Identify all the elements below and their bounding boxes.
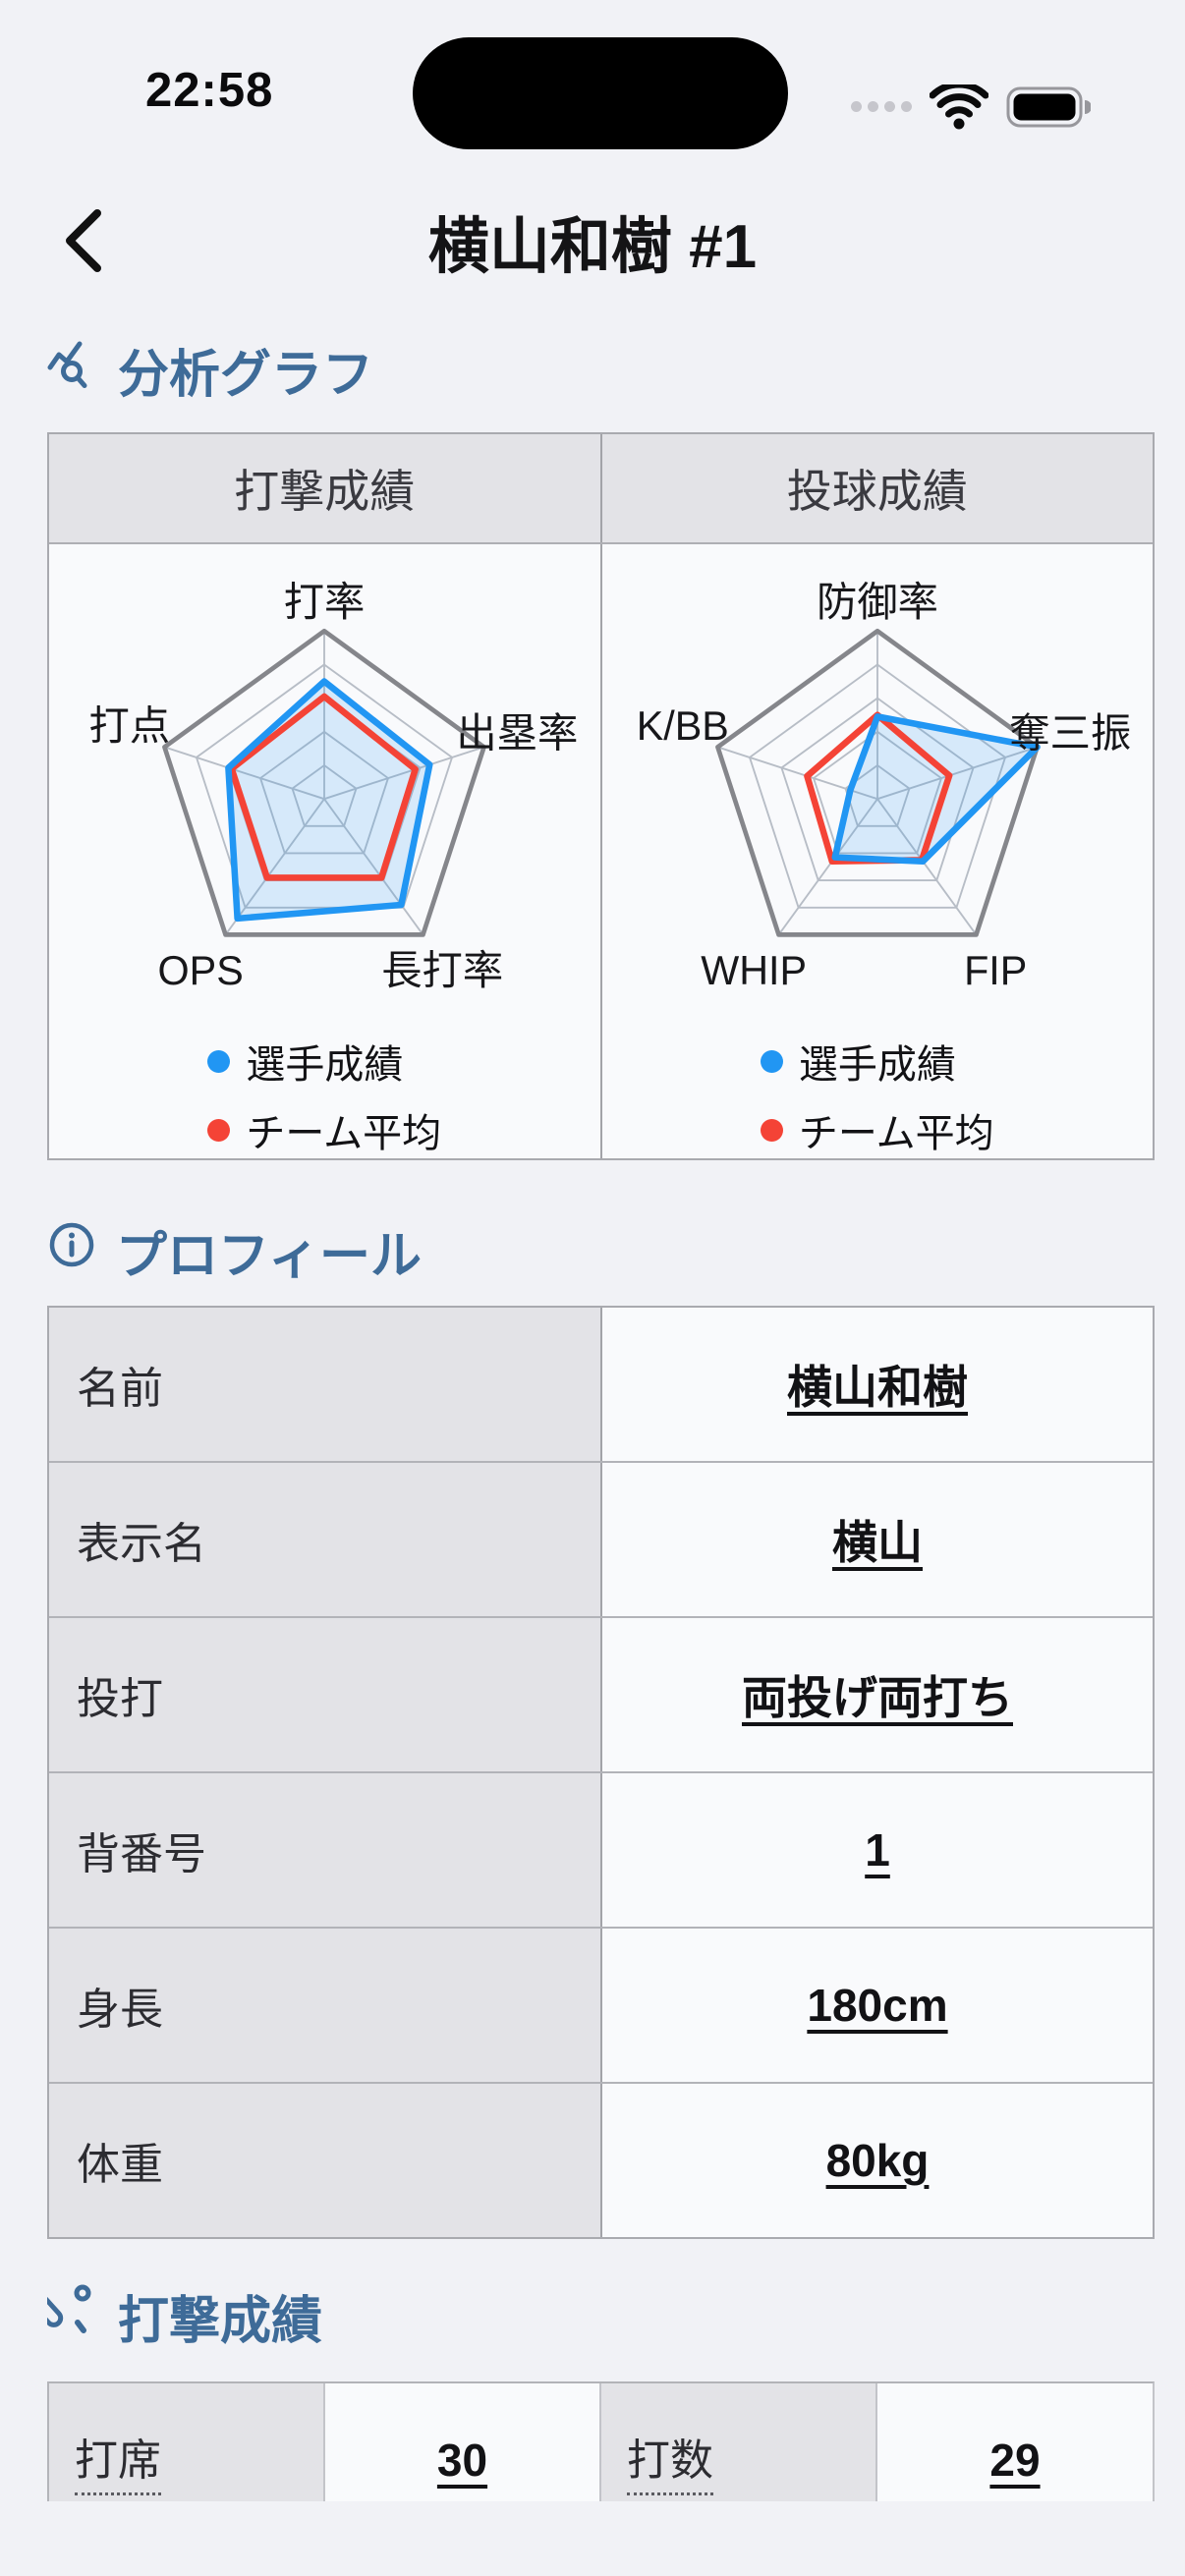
section-heading-profile: プロフィール [47,1219,1185,1285]
profile-value-cell: 80kg [602,2084,1153,2237]
profile-value-link[interactable]: 180cm [807,1980,948,2031]
stat-label-cell: 打数 [601,2383,877,2501]
profile-label: 名前 [49,1308,602,1461]
radar-axis-label: OPS [158,948,244,993]
table-row: 投打 両投げ両打ち [49,1616,1153,1771]
legend-item-player: 選手成績 [207,1033,403,1090]
radar-axis-label: WHIP [701,948,807,993]
section-heading-label: 打撃成績 [118,2292,323,2350]
info-icon [47,1220,96,1282]
stat-label-tooltip[interactable]: 打席 [75,2425,161,2495]
profile-table: 名前 横山和樹 表示名 横山 投打 両投げ両打ち 背番号 1 身長 180cm … [47,1306,1155,2239]
profile-value-link[interactable]: 80kg [825,2135,930,2186]
profile-value-link[interactable]: 横山和樹 [787,1362,968,1413]
dynamic-island [413,37,788,149]
stat-value-link[interactable]: 30 [436,2435,488,2486]
stat-label-tooltip[interactable]: 打数 [627,2425,713,2495]
batting-stats-table: 打席 30 打数 29 [47,2381,1155,2501]
section-heading-batting: 打撃成績 [30,2282,1185,2350]
profile-value-link[interactable]: 横山 [832,1517,923,1568]
status-icons [851,81,1092,135]
table-row: 身長 180cm [49,1927,1153,2082]
status-time: 22:58 [145,64,274,117]
legend-label-team: チーム平均 [246,1112,442,1155]
analysis-table-header: 打撃成績 投球成績 [49,434,1153,544]
analysis-table-body: 打率出塁率長打率 OPS 打点 選手成績 チーム平均 防御率奪三振 FIP WHIP K/… [49,544,1153,1158]
chevron-left-icon [61,209,106,277]
query-stats-icon [47,338,98,402]
profile-value-cell: 横山 [602,1463,1153,1616]
table-row: 背番号 1 [49,1771,1153,1927]
legend-dot-team [207,1118,231,1142]
profile-value-link[interactable]: 両投げ両打ち [742,1672,1013,1723]
stat-value-cell: 29 [877,2383,1153,2501]
nav-header: 横山和樹 #1 [0,157,1185,324]
battery-icon [1006,86,1092,133]
panel-header-pitching: 投球成績 [599,434,1153,542]
table-row: 打席 30 打数 29 [49,2383,1153,2501]
section-heading-label: 分析グラフ [118,346,374,404]
profile-label: 表示名 [49,1463,602,1616]
stat-value-link[interactable]: 29 [989,2435,1041,2486]
profile-value-cell: 1 [602,1773,1153,1927]
baseball-bat-icon [30,2282,98,2350]
profile-value-cell: 横山和樹 [602,1308,1153,1461]
legend-label-player: 選手成績 [798,1043,956,1087]
back-button[interactable] [61,207,106,274]
profile-value-cell: 180cm [602,1929,1153,2082]
profile-value-link[interactable]: 1 [865,1824,890,1876]
legend-dot-team [760,1118,783,1142]
radar-axis-label: 奪三振 [1009,710,1131,756]
profile-label: 投打 [49,1618,602,1771]
radar-axis-label: 打点 [89,703,171,749]
batting-chart-cell: 打率出塁率長打率 OPS 打点 選手成績 チーム平均 [49,544,600,1158]
table-row: 表示名 横山 [49,1461,1153,1616]
legend-label-player: 選手成績 [246,1043,404,1087]
profile-label: 体重 [49,2084,602,2237]
section-heading-analysis: 分析グラフ [47,338,1185,404]
legend-dot-player [760,1049,783,1073]
pitching-chart-legend: 選手成績 チーム平均 [760,1033,994,1158]
pitching-chart-cell: 防御率奪三振 FIP WHIP K/BB 選手成績 チーム平均 [599,544,1154,1158]
radar-axis-label: FIP [964,948,1027,993]
panel-header-batting: 打撃成績 [49,434,600,542]
legend-dot-player [207,1049,231,1073]
radar-axis-label: 長打率 [382,948,504,993]
profile-value-cell: 両投げ両打ち [602,1618,1153,1771]
profile-label: 身長 [49,1929,602,2082]
legend-item-team: チーム平均 [760,1101,994,1158]
batting-chart-legend: 選手成績 チーム平均 [207,1033,441,1158]
page-title: 横山和樹 #1 [427,213,758,281]
section-heading-label: プロフィール [116,1227,422,1285]
legend-item-team: チーム平均 [207,1101,441,1158]
analysis-table: 打撃成績 投球成績 打率出塁率長打率 OPS 打点 選手成績 チーム平均 防御率奪三… [47,432,1155,1160]
radar-axis-label: K/BB [636,703,728,749]
stat-value-cell: 30 [325,2383,601,2501]
table-row: 名前 横山和樹 [49,1308,1153,1461]
legend-label-team: チーム平均 [798,1112,994,1155]
stat-label-cell: 打席 [49,2383,325,2501]
radar-axis-label: 防御率 [817,580,938,625]
radar-axis-label: 出塁率 [457,710,579,756]
profile-label: 背番号 [49,1773,602,1927]
table-row: 体重 80kg [49,2082,1153,2237]
status-bar: 22:58 [0,0,1185,157]
cellular-signal-icon [851,101,912,118]
legend-item-player: 選手成績 [760,1033,956,1090]
radar-axis-label: 打率 [284,580,366,625]
wifi-icon [929,81,989,135]
